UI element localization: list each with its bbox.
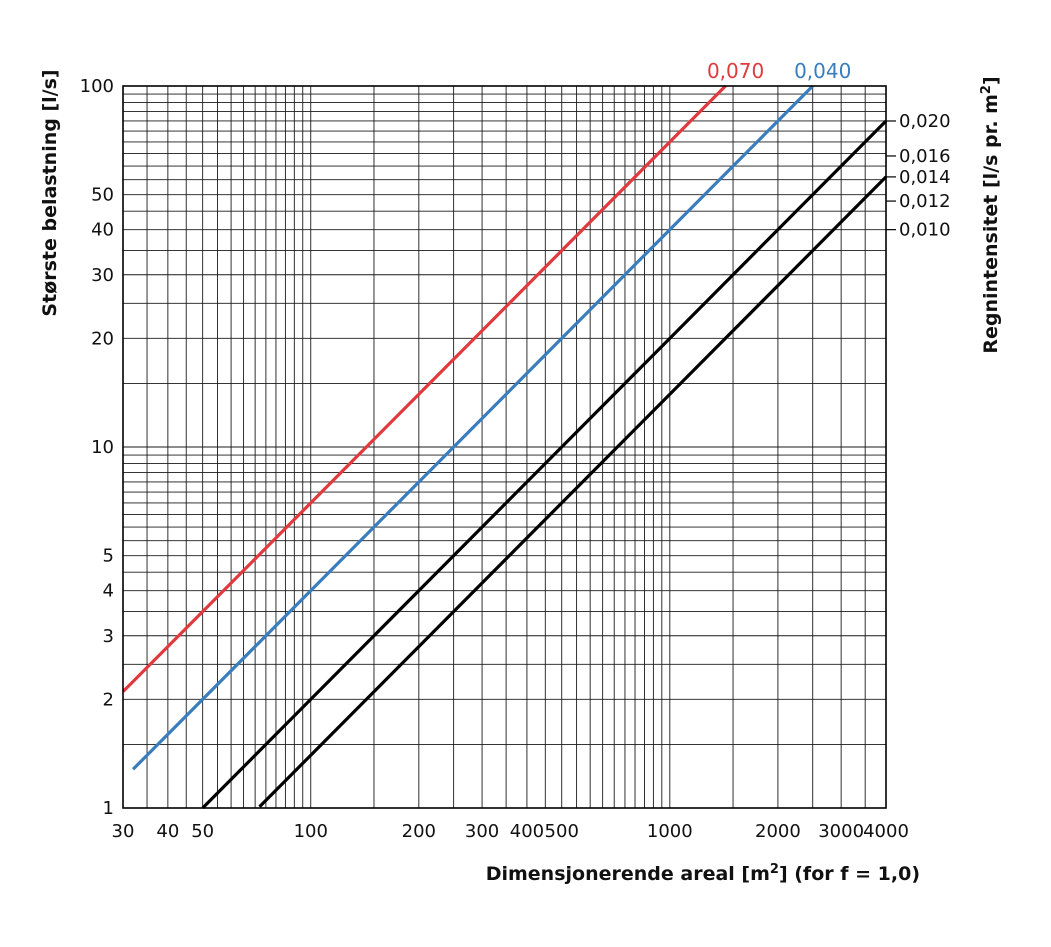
x-axis-title-main: Dimensjonerende areal [m bbox=[486, 863, 770, 885]
series-label-0-040: 0,040 bbox=[794, 59, 851, 83]
right-tick-label: 0,016 bbox=[899, 146, 951, 167]
x-tick-label: 100 bbox=[294, 821, 328, 842]
y-tick-label: 100 bbox=[80, 76, 114, 97]
right-tick-label: 0,020 bbox=[899, 111, 951, 132]
x-tick-label: 3000 bbox=[818, 821, 864, 842]
y-axis-ticks: 1 2 3 4 5 10 20 30 40 50 100 bbox=[80, 76, 114, 819]
y-tick-label: 40 bbox=[91, 220, 114, 241]
right-tick-label: 0,012 bbox=[899, 191, 951, 212]
series-line-0-040 bbox=[131, 84, 814, 771]
series-label-0-070: 0,070 bbox=[707, 59, 764, 83]
x-tick-label: 300 bbox=[465, 821, 499, 842]
x-axis-ticks: 30 40 50 100 200 300 400 500 1000 2000 3000 4000 bbox=[112, 821, 909, 842]
right-tick-label: 0,014 bbox=[899, 167, 951, 188]
x-tick-label: 2000 bbox=[755, 821, 801, 842]
series-line-0-070 bbox=[121, 84, 727, 693]
x-tick-label: 4000 bbox=[863, 821, 909, 842]
x-tick-label: 500 bbox=[545, 821, 579, 842]
x-axis-title-sup: 2 bbox=[770, 862, 779, 877]
x-tick-label: 400 bbox=[510, 821, 544, 842]
plot-frame bbox=[122, 85, 887, 809]
x-tick-label: 200 bbox=[402, 821, 436, 842]
y-tick-label: 2 bbox=[103, 689, 114, 710]
grid-layer bbox=[122, 85, 887, 809]
y-tick-label: 4 bbox=[103, 581, 114, 602]
series-line-0-014 bbox=[258, 175, 888, 808]
y-tick-label: 20 bbox=[91, 328, 114, 349]
x-tick-label: 1000 bbox=[647, 821, 693, 842]
x-tick-label: 50 bbox=[191, 821, 214, 842]
y2-axis-title-sup: 2 bbox=[979, 85, 994, 94]
series-line-0-020 bbox=[201, 119, 888, 810]
y-tick-label: 3 bbox=[103, 626, 114, 647]
x-axis-title-tail: ] (for f = 1,0) bbox=[779, 863, 920, 885]
y2-axis-title-main: Regnintensitet [l/s pr. m bbox=[980, 94, 1002, 354]
x-axis-title: Dimensjonerende areal [m2] (for f = 1,0) bbox=[486, 862, 920, 885]
y-tick-label: 10 bbox=[91, 437, 114, 458]
right-tick-label: 0,010 bbox=[899, 220, 951, 241]
y-tick-label: 5 bbox=[103, 546, 114, 567]
y2-axis-title-tail: ] bbox=[980, 76, 1002, 85]
x-tick-label: 40 bbox=[156, 821, 179, 842]
y-tick-label: 30 bbox=[91, 265, 114, 286]
y-tick-label: 1 bbox=[103, 798, 114, 819]
y2-axis-title: Regnintensitet [l/s pr. m2] bbox=[979, 76, 1002, 353]
series-layer bbox=[121, 84, 888, 810]
series-labels: 0,070 0,040 bbox=[707, 59, 851, 83]
y-axis-title: Største belastning [l/s] bbox=[39, 69, 61, 316]
y-tick-label: 50 bbox=[91, 185, 114, 206]
x-tick-label: 30 bbox=[112, 821, 135, 842]
